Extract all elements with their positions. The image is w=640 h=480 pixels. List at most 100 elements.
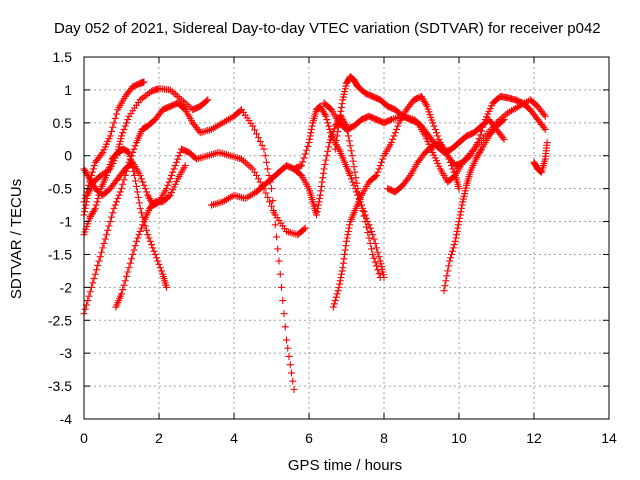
data-point	[289, 377, 297, 385]
data-point	[121, 277, 129, 285]
data-point	[447, 254, 455, 262]
data-point	[325, 122, 333, 130]
data-point	[129, 164, 137, 172]
data-point	[299, 158, 307, 166]
data-point	[540, 124, 548, 132]
series-track-f	[112, 162, 189, 311]
data-point	[254, 175, 262, 183]
y-tick-label: -0.5	[48, 181, 72, 197]
data-point	[370, 254, 378, 262]
data-point	[124, 116, 132, 124]
data-point	[346, 171, 354, 179]
data-point	[119, 129, 127, 137]
data-point	[351, 168, 359, 176]
data-point	[308, 122, 316, 130]
data-point	[113, 198, 120, 206]
data-point	[91, 270, 99, 278]
data-point	[320, 165, 328, 173]
data-point	[475, 135, 483, 143]
data-point	[300, 225, 308, 233]
data-point	[166, 86, 174, 94]
chart-title: Day 052 of 2021, Sidereal Day-to-day VTE…	[54, 20, 601, 37]
data-point	[453, 227, 461, 235]
data-point	[131, 242, 139, 250]
data-point	[369, 250, 377, 258]
data-point	[169, 168, 177, 176]
data-point	[261, 152, 269, 160]
data-point	[323, 116, 331, 124]
data-point	[128, 255, 135, 263]
data-point	[325, 143, 333, 151]
y-tick-label: -4	[60, 411, 73, 427]
data-point	[105, 222, 113, 230]
data-point	[173, 158, 180, 166]
data-point	[450, 168, 458, 176]
data-point	[151, 250, 159, 258]
data-point	[324, 147, 332, 155]
data-point	[139, 178, 147, 186]
data-point	[449, 244, 457, 252]
data-point	[83, 195, 91, 203]
data-point	[375, 165, 383, 173]
data-point	[304, 142, 312, 150]
data-point	[95, 191, 103, 199]
data-point	[170, 165, 178, 173]
data-point	[86, 288, 94, 296]
data-point	[127, 156, 135, 164]
data-point	[283, 336, 290, 344]
data-point	[108, 213, 115, 221]
series-track-l	[384, 92, 549, 196]
data-point	[500, 116, 508, 124]
data-point	[156, 264, 164, 272]
data-point	[305, 139, 313, 147]
data-point	[455, 218, 463, 226]
data-point	[363, 214, 370, 222]
axis-ticks	[83, 56, 610, 420]
data-point	[331, 297, 339, 305]
x-tick-label: 12	[526, 430, 542, 446]
data-point	[155, 260, 163, 268]
data-point	[348, 175, 355, 183]
data-point	[111, 201, 119, 209]
data-point	[263, 158, 270, 166]
data-point	[165, 192, 173, 200]
data-point	[540, 111, 548, 119]
data-point	[308, 125, 315, 133]
data-point	[88, 168, 96, 176]
data-point	[443, 272, 451, 280]
y-tick-label: -1	[60, 214, 73, 230]
data-point	[273, 233, 280, 241]
data-point	[338, 267, 346, 275]
data-point	[353, 188, 360, 196]
data-point	[452, 234, 460, 242]
data-point	[306, 135, 314, 143]
data-point	[285, 352, 293, 360]
data-point	[113, 110, 120, 118]
data-point	[94, 261, 102, 269]
data-point	[337, 273, 345, 281]
data-point	[247, 163, 255, 171]
data-point	[158, 267, 165, 275]
data-point	[110, 119, 118, 127]
data-point	[306, 132, 314, 140]
data-point	[133, 237, 140, 245]
data-point	[314, 204, 322, 212]
data-point	[349, 157, 357, 165]
data-point	[126, 152, 134, 160]
data-point	[405, 173, 413, 181]
data-point	[286, 361, 294, 369]
data-point	[125, 148, 133, 156]
x-axis-title: GPS time / hours	[288, 457, 402, 474]
data-point	[266, 198, 274, 206]
data-point	[119, 180, 127, 188]
data-point	[174, 155, 182, 163]
data-point	[332, 141, 340, 149]
data-point	[366, 224, 374, 232]
data-point	[281, 323, 289, 331]
data-point	[334, 128, 342, 136]
data-point	[245, 162, 253, 170]
data-point	[441, 282, 449, 290]
data-point	[90, 206, 98, 214]
data-point	[373, 171, 380, 179]
